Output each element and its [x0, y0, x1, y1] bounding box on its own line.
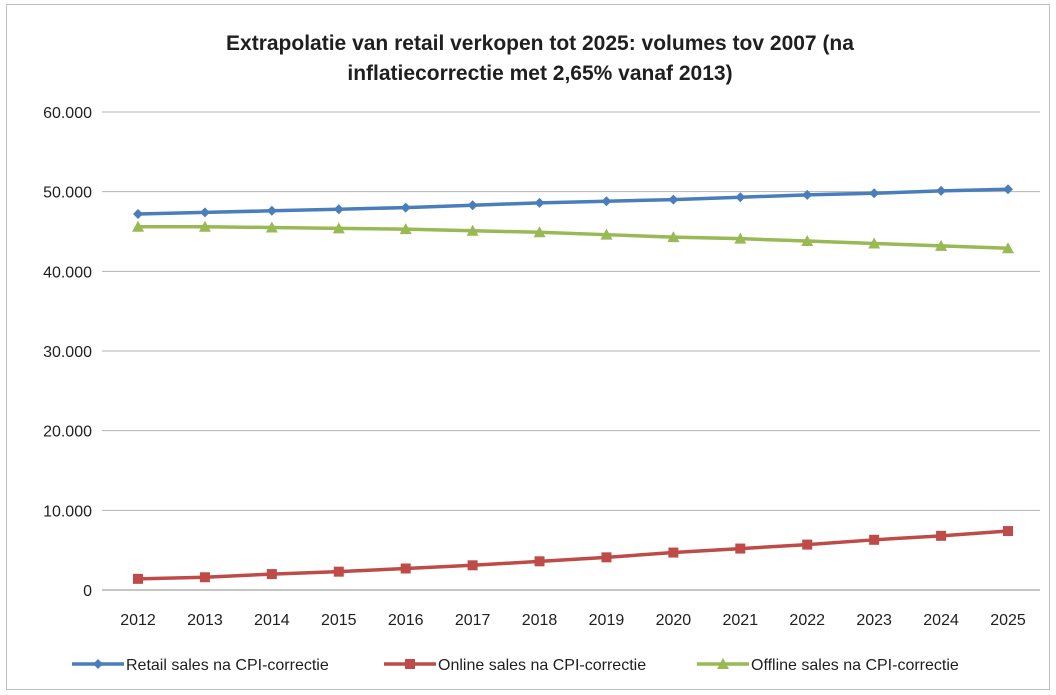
- x-tick-label: 2024: [923, 612, 959, 629]
- data-point: [333, 204, 344, 215]
- x-tick-label: 2014: [254, 612, 290, 629]
- series-line-1: [137, 529, 1009, 581]
- y-axis-ticks: 0 10.000 20.000 30.000 40.000 50.000 60.000: [43, 105, 92, 600]
- data-point: [133, 208, 143, 219]
- chart-title: Extrapolatie van retail verkopen tot 202…: [226, 32, 854, 85]
- data-point: [600, 228, 613, 240]
- data-point: [667, 231, 680, 243]
- x-tick-label: 2022: [789, 612, 825, 629]
- data-point: [735, 192, 746, 203]
- data-point: [399, 223, 412, 235]
- data-point: [936, 530, 947, 541]
- data-point: [868, 237, 881, 249]
- data-point: [467, 560, 478, 571]
- data-point: [869, 188, 880, 199]
- series-line-2: [138, 224, 1009, 250]
- series-1: [133, 526, 1013, 584]
- y-tick-label: 30.000: [43, 344, 92, 361]
- data-point: [332, 222, 345, 234]
- x-tick-label: 2018: [522, 612, 558, 629]
- data-point: [735, 543, 746, 554]
- data-point: [601, 196, 612, 207]
- data-point: [132, 220, 144, 232]
- data-point: [734, 232, 747, 244]
- data-point: [400, 202, 411, 213]
- x-tick-label: 2021: [723, 612, 759, 629]
- data-point: [801, 235, 814, 247]
- data-point: [466, 224, 479, 236]
- data-point: [199, 572, 210, 583]
- data-point: [198, 220, 211, 232]
- data-point: [534, 556, 545, 567]
- data-point: [333, 566, 344, 577]
- x-tick-label: 2020: [656, 612, 692, 629]
- y-tick-label: 0: [83, 583, 92, 600]
- gridlines: [102, 111, 1040, 591]
- data-point: [265, 221, 278, 233]
- x-tick-label: 2016: [388, 612, 424, 629]
- data-point: [266, 205, 277, 216]
- legend-label: Offline sales na CPI-correctie: [751, 657, 959, 674]
- data-point: [935, 239, 948, 251]
- chart-title-line-2: inflatiecorrectie met 2,65% vanaf 2013): [347, 62, 732, 85]
- data-point: [668, 194, 679, 205]
- legend-swatch-marker: [93, 659, 103, 669]
- data-point: [534, 197, 545, 208]
- data-point: [266, 569, 277, 580]
- data-point: [133, 573, 143, 584]
- data-point: [802, 189, 813, 200]
- x-tick-label: 2015: [321, 612, 357, 629]
- series-line-0: [137, 187, 1009, 216]
- data-point: [869, 534, 880, 545]
- data-point: [400, 563, 411, 574]
- x-axis-ticks: 2012 2013 2014 2015 2016 2017 2018 2019 2020 2021…: [120, 612, 1026, 629]
- x-tick-label: 2013: [187, 612, 223, 629]
- series-0: [133, 184, 1013, 219]
- legend-item-2: Offline sales na CPI-correctie: [697, 657, 959, 674]
- y-tick-label: 60.000: [43, 105, 92, 122]
- x-tick-label: 2023: [856, 612, 892, 629]
- y-tick-label: 20.000: [43, 424, 92, 441]
- data-point: [1002, 242, 1014, 254]
- legend: Retail sales na CPI-correctie Online sale…: [72, 657, 959, 674]
- y-tick-label: 50.000: [43, 185, 92, 202]
- data-point: [802, 539, 813, 550]
- data-point: [467, 200, 478, 211]
- data-point: [1003, 526, 1013, 537]
- legend-label: Online sales na CPI-correctie: [438, 657, 646, 674]
- data-point: [668, 547, 679, 558]
- chart-frame: [6, 4, 1050, 690]
- data-point: [601, 552, 612, 563]
- x-tick-label: 2019: [589, 612, 625, 629]
- series-lines: [132, 184, 1014, 584]
- data-point: [199, 207, 210, 218]
- x-tick-label: 2017: [455, 612, 491, 629]
- y-tick-label: 10.000: [43, 503, 92, 520]
- legend-item-0: Retail sales na CPI-correctie: [72, 657, 329, 674]
- legend-swatch-marker: [717, 658, 729, 669]
- legend-label: Retail sales na CPI-correctie: [126, 657, 329, 674]
- data-point: [533, 226, 546, 238]
- series-2: [132, 220, 1014, 254]
- legend-item-1: Online sales na CPI-correctie: [384, 657, 646, 674]
- chart-title-line-1: Extrapolatie van retail verkopen tot 202…: [226, 32, 854, 55]
- data-point: [1003, 184, 1013, 195]
- x-tick-label: 2025: [990, 612, 1026, 629]
- x-tick-label: 2012: [120, 612, 156, 629]
- data-point: [936, 185, 947, 196]
- y-tick-label: 40.000: [43, 264, 92, 281]
- legend-swatch-marker: [405, 659, 415, 669]
